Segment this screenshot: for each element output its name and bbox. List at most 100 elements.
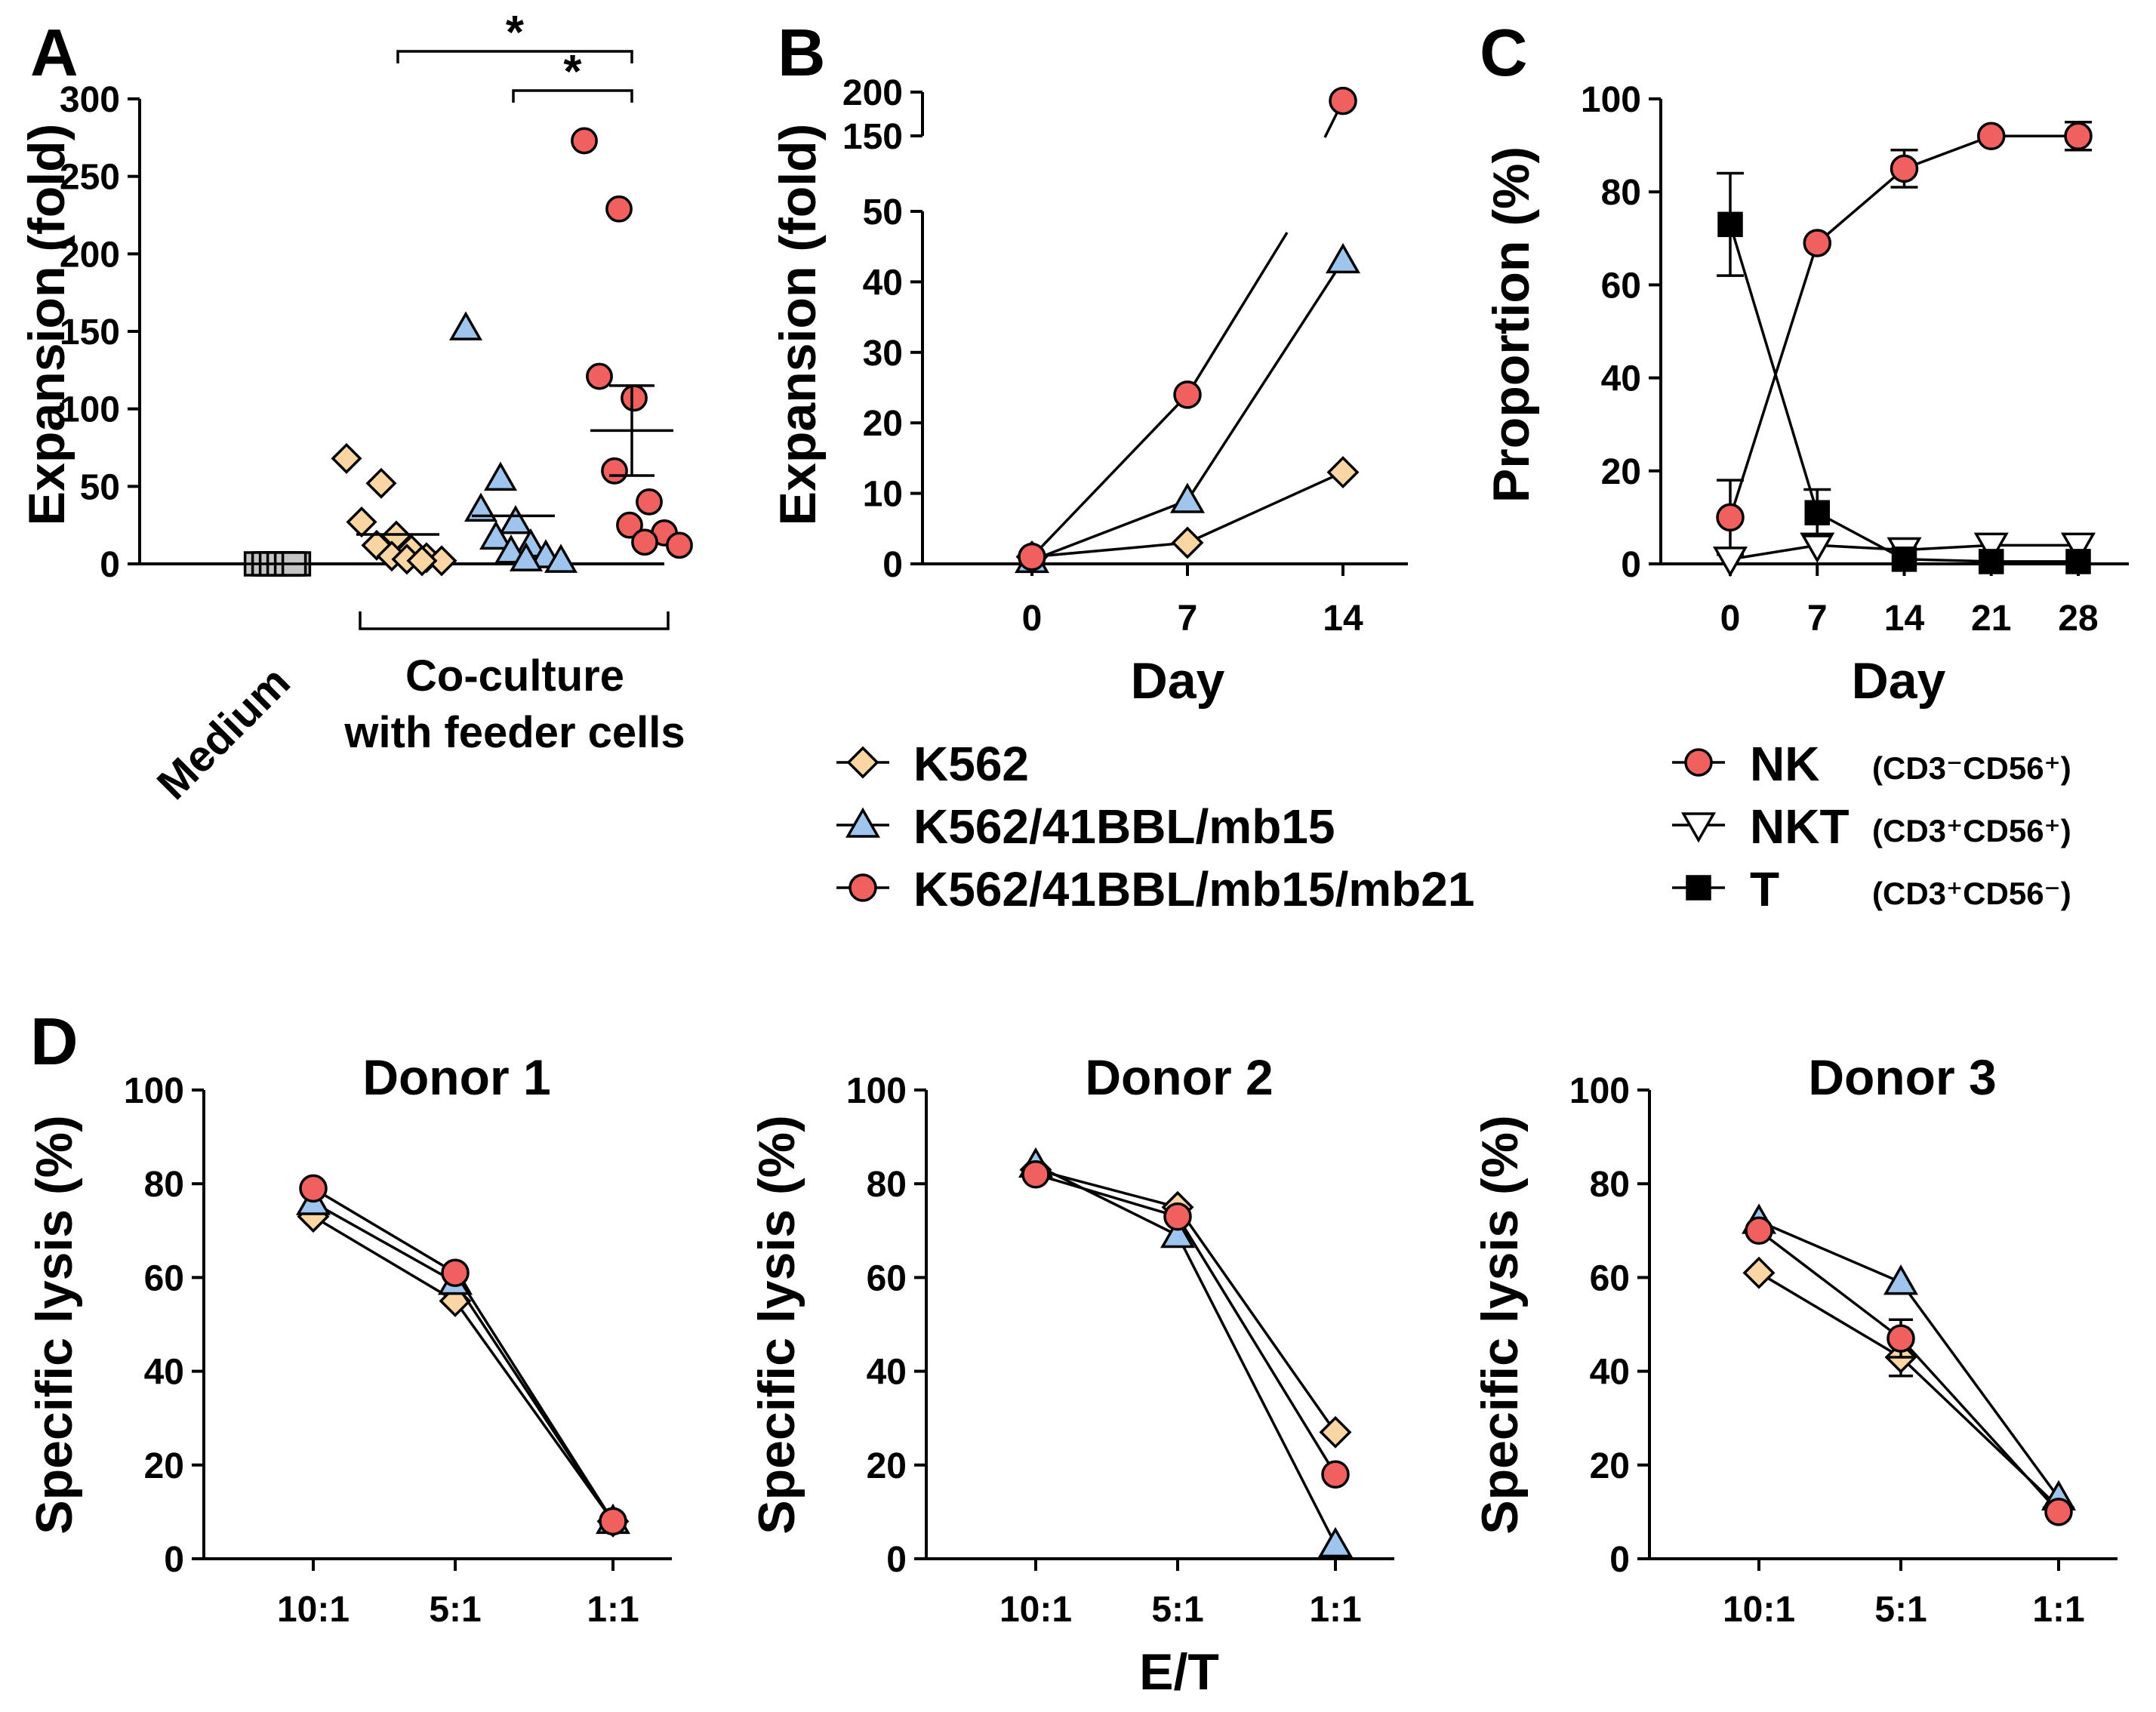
x-tick-label: 7 [1178,599,1198,639]
data-point-k562 [331,442,362,474]
data-point-k562-41bbl-mb15-mb21 [1329,86,1357,115]
data-point-k562-41bbl-mb15 [1883,1264,1919,1295]
y-tick-label: 40 [144,1353,184,1393]
y-tick-label: 100 [1581,80,1641,120]
chart-title: Donor 1 [362,1049,550,1105]
legend-sublabel: (CD3⁺CD56⁻) [1872,876,2071,911]
y-axis-label: Expansion (fold) [18,124,75,526]
data-point-t [1717,211,1743,238]
data-point-k562 [346,507,377,538]
data-point-t [1979,549,2004,574]
y-tick-label: 50 [863,192,903,232]
data-point-k562-41bbl-mb15 [479,520,513,550]
data-point-k562-41bbl-mb15-mb21 [605,195,633,223]
data-point-k562-41bbl-mb15 [483,461,518,491]
data-point-k562-41bbl-mb15-mb21 [586,362,613,390]
data-point-k562-41bbl-mb15 [464,492,498,522]
chart-title: Donor 2 [1085,1049,1273,1105]
x-tick-label: 21 [1971,599,2011,639]
x-tick-label: 1:1 [1309,1590,1361,1630]
data-point-k562-41bbl-mb15 [494,534,528,564]
y-tick-label: 40 [1590,1353,1630,1393]
y-tick-label: 0 [886,1540,907,1580]
category-label-medium: Medium [148,657,300,809]
y-tick-label: 60 [867,1258,907,1298]
y-tick-label: 20 [867,1446,907,1486]
y-tick-label: 100 [60,390,120,430]
y-tick-label: 100 [846,1071,907,1111]
y-tick-label: 40 [863,263,903,303]
coculture-bracket [359,611,670,630]
legend-label: T [1750,862,1779,916]
y-tick-label: 50 [80,467,120,507]
legend-label: NKT [1750,799,1850,854]
y-tick-label: 150 [842,117,903,157]
x-tick-label: 28 [2058,599,2098,639]
series-line-nk [1729,134,2078,518]
data-point-k562 [365,467,397,499]
legend-sublabel: (CD3⁻CD56⁺) [1872,750,2071,786]
data-point-t [1804,500,1830,525]
legend-marker-nk [1684,748,1713,777]
x-tick-label: 14 [1323,599,1363,639]
data-point-nkt [1973,532,2009,563]
y-tick-label: 0 [1621,545,1641,585]
x-tick-label: 10:1 [277,1590,350,1630]
data-point-k562-41bbl-mb15 [448,311,483,340]
y-axis-label: Proportion (%) [1483,146,1540,503]
data-point-k562 [406,545,438,577]
data-point-k562-41bbl-mb15-mb21 [1745,1216,1773,1246]
y-tick-label: 20 [1601,452,1641,492]
y-tick-label: 30 [863,334,903,374]
data-point-k562-41bbl-mb15-mb21 [601,457,628,485]
data-point-k562-41bbl-mb15-mb21 [1018,542,1046,571]
data-point-k562-41bbl-mb15-mb21 [571,127,598,155]
significance-label: * [506,7,525,59]
x-tick-label: 14 [1884,599,1925,639]
data-point-k562-41bbl-mb15-mb21 [621,384,648,412]
y-tick-label: 0 [100,545,120,585]
data-point-nk [1977,122,2006,151]
y-tick-label: 10 [863,475,903,515]
panel-letter-c: C [1480,15,1528,90]
y-tick-label: 200 [60,235,120,275]
data-point-k562 [361,529,393,561]
series-line-k562-41bbl-mb15-mb21 [313,1187,614,1523]
y-tick-label: 200 [842,73,903,113]
y-tick-label: 80 [1590,1165,1630,1205]
x-tick-label: 5:1 [1151,1590,1203,1630]
y-tick-label: 0 [882,545,903,585]
x-tick-label: 10:1 [1723,1590,1795,1630]
panel-d1-chart: 0 20 40 60 80 100 Specific lysis (%) 10:1 5:1 1:1… [26,1049,672,1630]
legend-marker-k562-41bbl-mb15-mb21 [849,873,877,902]
legend-label: K562 [913,737,1029,791]
y-tick-label: 80 [144,1165,184,1205]
y-axis-label: Specific lysis (%) [748,1115,805,1535]
legend-b: K562 K562/41BBL/mb15 K562/41BBL/mb15/mb21 [836,737,1474,916]
data-point-k562-41bbl-mb15-mb21 [636,488,663,516]
data-point-nkt [1712,547,1748,577]
y-tick-label: 60 [144,1258,184,1298]
panel-c-chart: 0 20 40 60 80 100 Proportion (%) 0 7 14 21 28 Day [1483,80,2129,710]
category-label-feeder: with feeder cells [343,708,685,757]
panel-letter-a: A [30,15,79,90]
series-line-k562-41bbl-mb15-mb21 [1757,1229,2060,1513]
data-point-nk [1716,503,1745,532]
y-tick-label: 250 [60,158,120,198]
series-line-k562-41bbl-mb15 [313,1201,614,1523]
y-tick-label: 20 [1590,1446,1630,1486]
data-point-k562-41bbl-mb15-mb21 [1021,1160,1050,1189]
legend-c: NK (CD3⁻CD56⁺) NKT (CD3⁺CD56⁺) T (CD3⁺CD56⁻) [1672,737,2071,916]
x-tick-label: 10:1 [999,1590,1072,1630]
series-line-t [1729,223,2078,563]
y-tick-label: 60 [1601,266,1641,306]
y-tick-label: 20 [144,1446,184,1486]
x-tick-label: 0 [1720,599,1741,639]
data-point-t [2065,549,2091,574]
significance-bracket [512,89,633,103]
y-tick-label: 0 [1609,1540,1630,1580]
y-tick-label: 40 [1601,359,1641,399]
data-point-k562-41bbl-mb15 [1169,482,1206,513]
x-tick-label: 0 [1022,599,1043,639]
